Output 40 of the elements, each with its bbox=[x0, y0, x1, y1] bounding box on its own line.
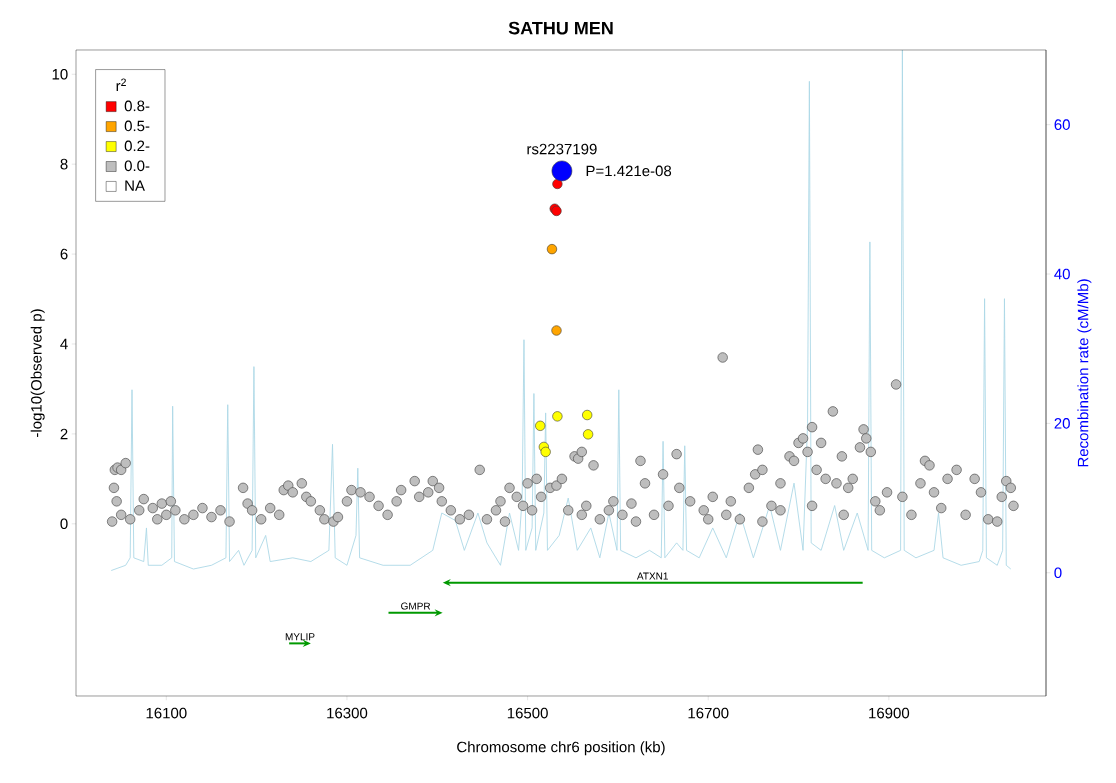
y2-tick-label: 60 bbox=[1054, 119, 1070, 130]
y-axis-title: -log10(Observed p) bbox=[30, 309, 45, 437]
y-tick-label: 10 bbox=[52, 68, 68, 80]
annotation: P=1.421e-08 bbox=[586, 165, 672, 177]
point bbox=[551, 160, 573, 182]
chart-title: SATHU MEN bbox=[508, 21, 613, 35]
legend-label: 0.8- bbox=[124, 100, 150, 112]
legend-title: r$^{2}$ bbox=[116, 78, 126, 92]
point bbox=[546, 244, 558, 255]
legend-label: NA bbox=[125, 180, 145, 191]
x-tick-label: 16500 bbox=[507, 707, 548, 719]
annotation: GMPR bbox=[401, 602, 431, 610]
y-tick-label: 8 bbox=[60, 158, 68, 170]
y-tick-label: 2 bbox=[60, 428, 68, 440]
y2-axis-title: Recombination rate (cM/Mb) bbox=[1077, 279, 1092, 467]
x-tick-label: 16700 bbox=[688, 707, 729, 719]
annotation: ATXN1 bbox=[636, 572, 668, 580]
point bbox=[582, 409, 593, 421]
point bbox=[552, 178, 563, 190]
point bbox=[583, 429, 594, 440]
y2-tick-label: 20 bbox=[1054, 418, 1070, 429]
legend-label: 0.5- bbox=[124, 120, 150, 132]
x-axis-title: Chromosome chr6 position (kb) bbox=[457, 741, 665, 756]
x-tick-label: 16900 bbox=[869, 707, 910, 719]
point bbox=[551, 325, 562, 336]
y2-tick-label: 40 bbox=[1054, 268, 1070, 280]
x-tick-label: 16100 bbox=[146, 707, 187, 719]
annotation: MYLIP bbox=[285, 633, 315, 641]
point bbox=[535, 420, 546, 431]
y2-tick-label: 0 bbox=[1054, 567, 1062, 579]
annotation: rs2237199 bbox=[527, 143, 597, 155]
y-tick-label: 0 bbox=[60, 518, 68, 530]
line-series bbox=[110, 49, 1012, 571]
point bbox=[552, 411, 563, 422]
y-tick-label: 4 bbox=[60, 338, 68, 350]
legend-label: 0.2- bbox=[124, 140, 150, 152]
x-tick-label: 16300 bbox=[327, 707, 368, 719]
y-tick-label: 6 bbox=[60, 248, 68, 260]
legend-label: 0.0- bbox=[124, 160, 150, 172]
point bbox=[540, 446, 551, 457]
